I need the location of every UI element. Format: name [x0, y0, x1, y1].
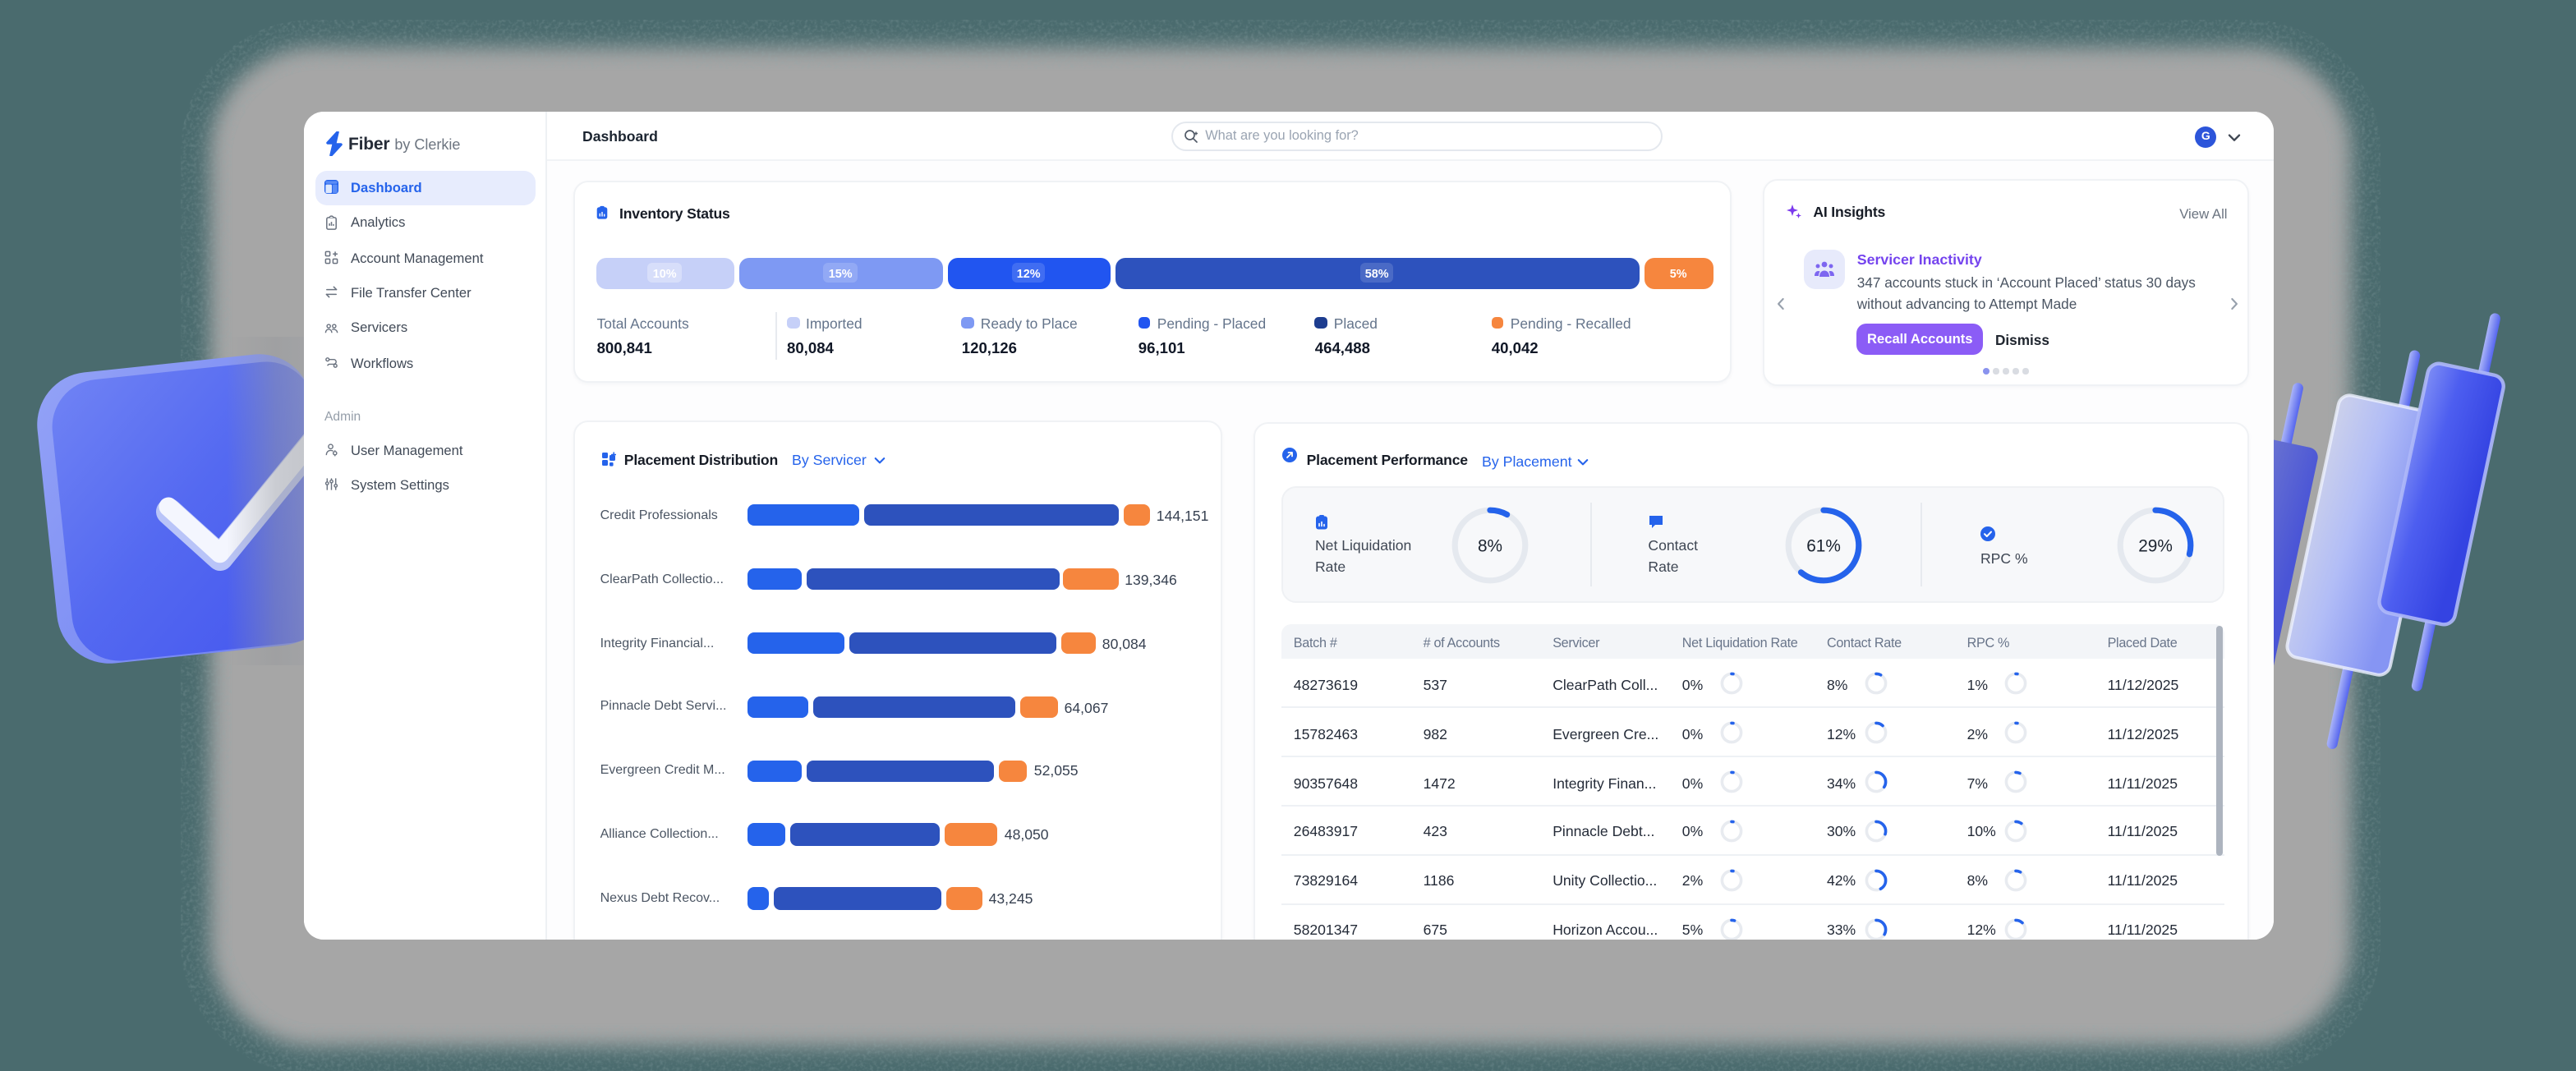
svg-text:8%: 8% — [1477, 537, 1502, 556]
svg-text:61%: 61% — [1806, 537, 1841, 556]
svg-text:29%: 29% — [2138, 537, 2173, 556]
